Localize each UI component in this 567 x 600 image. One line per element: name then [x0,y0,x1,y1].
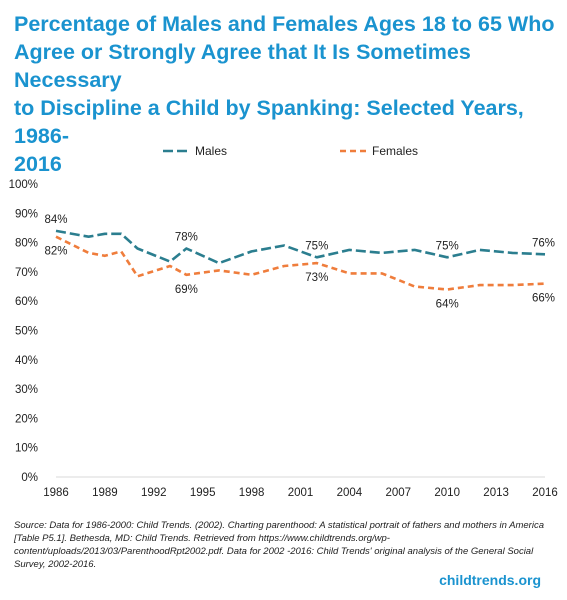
y-tick-label: 50% [15,326,38,338]
y-tick-label: 0% [21,472,38,484]
data-label: 66% [532,293,555,305]
chart-title-line: Percentage of Males and Females Ages 18 … [14,12,555,36]
y-tick-label: 20% [15,413,38,425]
chart-title-line: Agree or Strongly Agree that It Is Somet… [14,40,471,92]
brand-link[interactable]: childtrends.org [439,572,541,588]
x-tick-label: 1992 [141,487,167,499]
chart-title-line: to Discipline a Child by Spanking: Selec… [14,96,524,148]
chart-title-line: 2016 [14,152,62,176]
x-tick-label: 2007 [386,487,412,499]
series-line-females [55,235,546,291]
x-tick-label: 2001 [288,487,314,499]
y-tick-label: 40% [15,355,38,367]
chart-title: Percentage of Males and Females Ages 18 … [14,10,559,178]
data-label: 73% [305,272,328,284]
x-tick-label: 1989 [92,487,118,499]
x-tick-label: 1995 [190,487,216,499]
x-tick-label: 2010 [434,487,460,499]
y-tick-label: 90% [15,208,38,220]
data-label: 75% [436,240,459,252]
data-label: 75% [305,240,328,252]
source-note: Source: Data for 1986-2000: Child Trends… [14,520,544,570]
y-tick-label: 100% [9,179,38,191]
y-tick-label: 60% [15,296,38,308]
y-tick-label: 70% [15,267,38,279]
x-tick-label: 1998 [239,487,265,499]
line-chart: 0% 10% 20% 30% 40% 50% 60% 70% 80% 90% 100% 1986 198… [9,144,558,499]
data-label: 76% [532,237,555,249]
data-label: 82% [44,246,67,258]
legend-label: Males [195,144,227,158]
y-tick-label: 30% [15,384,38,396]
x-tick-label: 2016 [532,487,558,499]
data-label: 84% [44,214,67,226]
legend-label: Females [372,144,418,158]
y-tick-label: 10% [15,443,38,455]
x-tick-label: 2004 [337,487,363,499]
y-tick-label: 80% [15,238,38,250]
x-tick-label: 2013 [483,487,509,499]
x-tick-label: 1986 [43,487,69,499]
series-line-males [55,229,546,265]
data-label: 78% [175,231,198,243]
data-label: 69% [175,284,198,296]
data-label: 64% [436,298,459,310]
